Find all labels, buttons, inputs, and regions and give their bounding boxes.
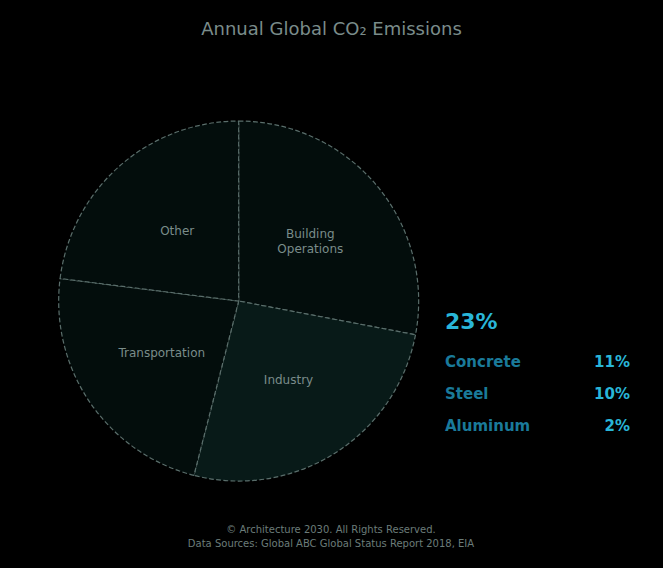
svg-text:Building: Building — [286, 227, 335, 241]
svg-text:Concrete: Concrete — [445, 353, 521, 371]
svg-text:Annual Global CO₂ Emissions: Annual Global CO₂ Emissions — [201, 18, 462, 39]
svg-text:11%: 11% — [594, 353, 630, 371]
svg-text:Other: Other — [160, 224, 194, 238]
svg-text:© Architecture 2030. All Right: © Architecture 2030. All Rights Reserved… — [226, 524, 435, 535]
svg-text:2%: 2% — [605, 417, 630, 435]
svg-text:Transportation: Transportation — [117, 346, 205, 360]
svg-text:Operations: Operations — [277, 242, 343, 256]
svg-text:10%: 10% — [594, 385, 630, 403]
svg-text:Industry: Industry — [264, 373, 313, 387]
svg-text:23%: 23% — [445, 309, 498, 334]
svg-text:Aluminum: Aluminum — [445, 417, 530, 435]
svg-text:Steel: Steel — [445, 385, 488, 403]
svg-text:Data Sources: Global ABC Globa: Data Sources: Global ABC Global Status R… — [188, 538, 474, 549]
